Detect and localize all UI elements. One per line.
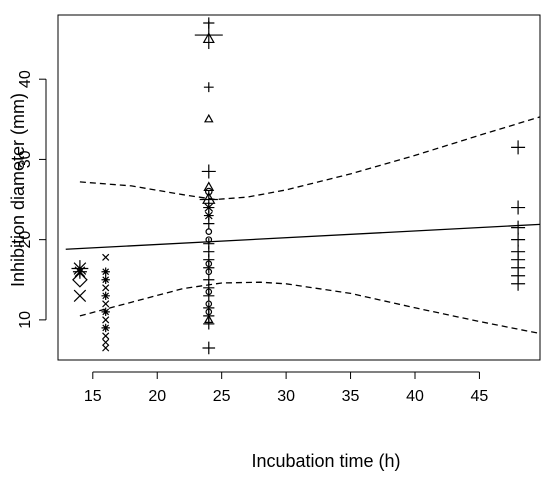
point-star bbox=[101, 267, 110, 276]
point-plus bbox=[194, 21, 223, 50]
point-star bbox=[72, 264, 87, 279]
point-plus bbox=[203, 218, 215, 230]
y-axis-title: Inhibition diameter (mm) bbox=[8, 93, 28, 287]
point-cross bbox=[102, 284, 110, 292]
point-plus bbox=[511, 220, 526, 235]
point-plus bbox=[201, 164, 216, 179]
confidence-bands bbox=[79, 116, 541, 335]
point-plus bbox=[203, 290, 215, 302]
point-cross bbox=[102, 338, 110, 346]
point-star bbox=[203, 201, 215, 214]
point-cross bbox=[102, 344, 110, 352]
y-tick-label: 20 bbox=[17, 231, 34, 249]
x-tick-label: 45 bbox=[471, 388, 489, 405]
x-tick-label: 30 bbox=[277, 388, 295, 405]
point-star bbox=[101, 275, 110, 284]
data-points bbox=[71, 17, 526, 355]
point-star bbox=[203, 210, 214, 221]
point-plus bbox=[203, 82, 214, 93]
point-plus bbox=[511, 232, 526, 247]
upper-confidence-band bbox=[79, 116, 541, 201]
point-cross bbox=[102, 300, 110, 308]
plot-box bbox=[57, 14, 541, 361]
y-tick-label: 10 bbox=[17, 311, 34, 329]
point-plus bbox=[203, 318, 215, 330]
point-plus bbox=[203, 262, 215, 274]
y-tick-label: 40 bbox=[17, 70, 34, 88]
x-axis-title: Incubation time (h) bbox=[251, 451, 400, 471]
point-plus bbox=[511, 276, 526, 291]
point-triangle bbox=[203, 181, 215, 192]
regression-line-group bbox=[65, 223, 541, 250]
y-tick-label: 30 bbox=[17, 150, 34, 168]
point-plus bbox=[202, 341, 216, 355]
point-star bbox=[101, 323, 110, 333]
x-tick-label: 35 bbox=[342, 388, 360, 405]
regression-line bbox=[65, 223, 541, 250]
point-cross bbox=[102, 332, 110, 340]
x-tick-label: 15 bbox=[84, 388, 102, 405]
x-tick-label: 25 bbox=[213, 388, 231, 405]
point-plus bbox=[511, 140, 526, 155]
point-cross bbox=[73, 289, 87, 303]
x-tick-label: 20 bbox=[148, 388, 166, 405]
point-cross bbox=[102, 253, 110, 261]
point-cross bbox=[102, 316, 110, 324]
point-plus bbox=[511, 200, 526, 215]
point-diamond bbox=[72, 271, 88, 288]
x-axis: 15 20 25 30 35 40 45 bbox=[84, 371, 489, 405]
y-axis: 10 20 30 40 bbox=[17, 70, 47, 329]
point-star bbox=[101, 307, 110, 317]
point-circle bbox=[205, 228, 213, 235]
point-star bbox=[101, 291, 110, 301]
point-triangle bbox=[203, 113, 214, 123]
point-triangle bbox=[202, 32, 215, 44]
x-tick-label: 40 bbox=[406, 388, 424, 405]
lower-confidence-band bbox=[79, 281, 541, 335]
